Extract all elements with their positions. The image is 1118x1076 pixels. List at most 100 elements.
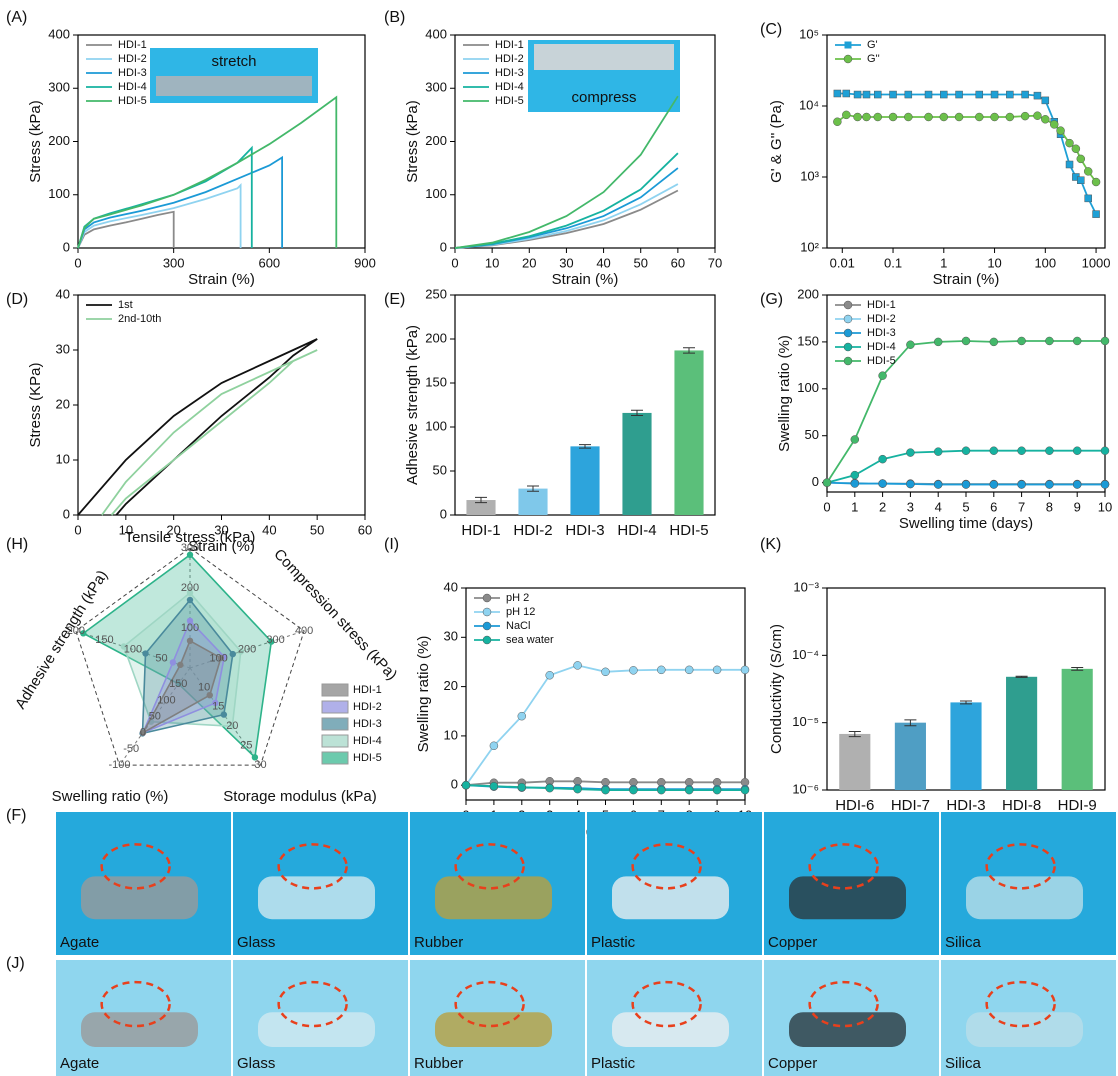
marker	[1045, 480, 1053, 488]
marker	[879, 372, 887, 380]
x-tick-label: 0	[823, 499, 830, 514]
marker	[1101, 480, 1109, 488]
photo-object	[966, 876, 1083, 919]
legend-label: HDI-1	[353, 684, 382, 696]
x-tick-label: HDI-8	[1002, 797, 1041, 814]
radar-tick-label: 0	[140, 727, 146, 739]
photo-object	[789, 876, 906, 919]
radar-tick-label: -50	[123, 743, 139, 755]
marker	[602, 668, 610, 676]
legend-marker	[845, 42, 852, 49]
legend-marker	[483, 636, 491, 644]
y-tick-label: 10⁻⁶	[792, 781, 819, 796]
panel-label: (D)	[6, 291, 28, 308]
x-tick-label: 3	[907, 499, 914, 514]
legend-label: HDI-3	[353, 718, 382, 730]
marker	[925, 113, 933, 121]
photo-object	[81, 1012, 198, 1047]
x-tick-label: HDI-9	[1058, 797, 1097, 814]
x-tick-label: 0.01	[830, 255, 855, 270]
marker	[962, 480, 970, 488]
marker	[874, 91, 881, 98]
legend-marker	[844, 301, 852, 309]
photo-object	[258, 1012, 375, 1047]
legend-swatch	[322, 718, 348, 730]
x-tick-label: 40	[262, 522, 276, 537]
x-axis-label: Strain (%)	[933, 271, 1000, 288]
photo-caption: Silica	[945, 1055, 982, 1072]
y-tick-label: 10⁻⁵	[792, 714, 819, 729]
marker	[854, 113, 862, 121]
marker	[657, 666, 665, 674]
marker	[546, 671, 554, 679]
marker	[854, 91, 861, 98]
series-line	[78, 212, 174, 248]
marker	[1101, 337, 1109, 345]
y-tick-label: 400	[425, 26, 447, 41]
radar-point	[187, 638, 193, 644]
marker	[955, 113, 963, 121]
marker	[685, 786, 693, 794]
marker	[823, 479, 831, 487]
x-tick-label: 1	[940, 255, 947, 270]
marker	[1057, 127, 1065, 135]
y-tick-label: 150	[425, 374, 447, 389]
marker	[940, 91, 947, 98]
x-tick-label: 0	[74, 522, 81, 537]
photo-object	[258, 876, 375, 919]
marker	[879, 455, 887, 463]
radar-tick-label: 150	[95, 634, 113, 646]
radar-tick-label: 100	[181, 622, 199, 634]
marker	[962, 447, 970, 455]
bar	[839, 734, 870, 790]
plot-frame	[78, 295, 365, 515]
marker	[990, 447, 998, 455]
radar-tick-label: 30	[254, 759, 266, 771]
marker	[1021, 112, 1029, 120]
x-tick-label: 70	[708, 255, 722, 270]
panel-label: (J)	[6, 955, 25, 972]
series-line	[466, 665, 745, 785]
x-tick-label: 10	[987, 255, 1001, 270]
marker	[991, 91, 998, 98]
marker	[629, 786, 637, 794]
radar-tick-label: 20	[226, 720, 238, 732]
x-tick-label: 2	[879, 499, 886, 514]
radar-point	[230, 651, 236, 657]
marker	[1092, 178, 1100, 186]
marker	[713, 666, 721, 674]
x-tick-label: 900	[354, 255, 376, 270]
y-tick-label: 10⁵	[799, 26, 819, 41]
legend-label: HDI-4	[118, 81, 147, 93]
marker	[518, 712, 526, 720]
marker	[713, 786, 721, 794]
panel-label: (F)	[6, 807, 26, 824]
legend-label: HDI-4	[495, 81, 524, 93]
marker	[1033, 112, 1041, 120]
marker	[905, 91, 912, 98]
y-tick-label: 250	[425, 286, 447, 301]
marker	[741, 666, 749, 674]
marker	[1066, 161, 1073, 168]
legend-label: HDI-2	[118, 53, 147, 65]
legend-label: pH 2	[506, 592, 529, 604]
radar-point	[142, 650, 148, 656]
photo-caption: Agate	[60, 934, 99, 951]
y-tick-label: 100	[797, 380, 819, 395]
y-tick-label: 20	[56, 396, 70, 411]
marker	[546, 784, 554, 792]
x-tick-label: 300	[163, 255, 185, 270]
radar-tick-label: 10	[198, 681, 210, 693]
legend-marker	[483, 622, 491, 630]
x-tick-label: 10	[485, 255, 499, 270]
marker	[889, 113, 897, 121]
marker	[1006, 113, 1014, 121]
bar	[518, 489, 547, 515]
y-tick-label: 0	[63, 239, 70, 254]
y-axis-label: Stress (kPa)	[404, 100, 421, 183]
legend-swatch	[322, 752, 348, 764]
legend-label: 1st	[118, 299, 133, 311]
marker	[1022, 91, 1029, 98]
marker	[874, 113, 882, 121]
y-tick-label: 150	[797, 333, 819, 348]
